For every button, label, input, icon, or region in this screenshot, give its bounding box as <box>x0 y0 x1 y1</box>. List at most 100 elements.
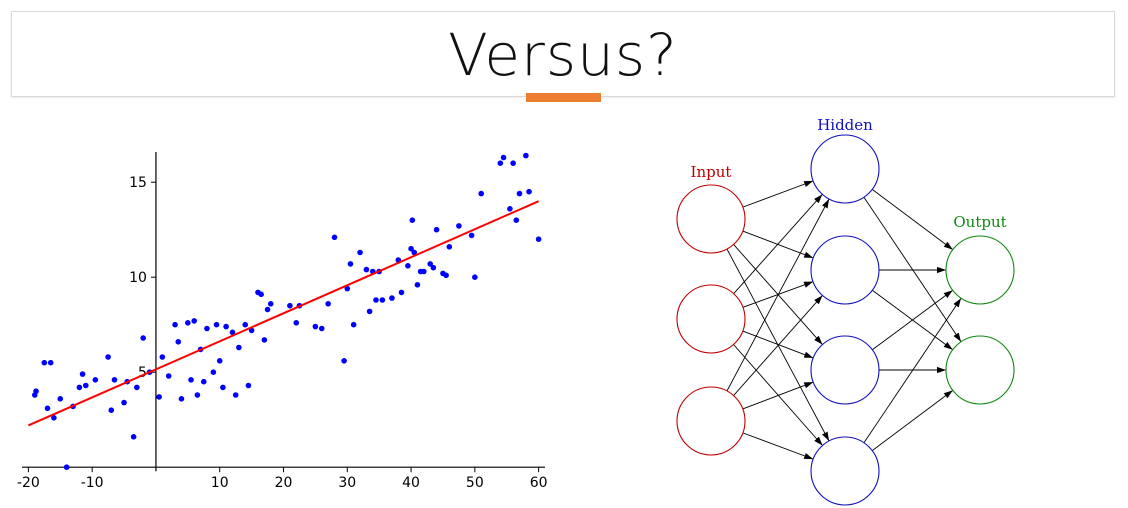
data-point <box>44 405 51 412</box>
data-point <box>130 434 137 440</box>
data-point <box>318 325 325 332</box>
data-point <box>258 291 264 298</box>
data-point <box>414 282 421 288</box>
output-layer-label: Output <box>953 213 1006 231</box>
scatter-plot: -20 -10 10 20 30 40 50 60 5 10 15 <box>17 152 548 491</box>
edge-hidden-output <box>872 289 953 351</box>
hidden-node <box>810 134 880 204</box>
input-node <box>676 184 746 254</box>
data-point <box>389 295 395 301</box>
data-point <box>204 325 210 332</box>
data-point <box>79 371 86 377</box>
input-node <box>676 386 746 456</box>
data-point <box>185 320 191 326</box>
edge-input-hidden <box>726 198 830 392</box>
x-tick-label: -10 <box>81 475 104 491</box>
data-point <box>33 388 39 394</box>
data-point <box>134 384 140 391</box>
data-point <box>245 382 252 389</box>
data-point <box>411 249 418 256</box>
data-point <box>430 264 437 271</box>
data-point <box>175 339 182 345</box>
data-point <box>92 377 99 383</box>
data-point <box>213 321 220 328</box>
data-point <box>443 272 449 279</box>
edge-input-hidden <box>733 295 823 396</box>
data-point <box>267 301 274 307</box>
data-point <box>427 261 433 267</box>
data-point <box>47 359 54 366</box>
edge-hidden-output <box>871 390 954 451</box>
edge-input-hidden <box>742 432 814 460</box>
x-tick-label: -20 <box>17 475 40 491</box>
data-point <box>121 399 127 406</box>
data-point <box>357 249 363 256</box>
data-point <box>433 226 440 233</box>
data-point <box>156 394 162 400</box>
hidden-node <box>810 335 880 405</box>
data-point <box>500 154 507 161</box>
data-point <box>287 302 293 309</box>
data-point <box>312 323 319 330</box>
data-point <box>409 217 416 223</box>
input-layer-label: Input <box>691 163 732 181</box>
hidden-node <box>810 235 880 305</box>
data-point <box>373 297 379 303</box>
data-point <box>350 321 357 328</box>
data-point <box>366 308 373 315</box>
edge-hidden-output <box>871 189 954 250</box>
edge-input-hidden <box>733 194 823 294</box>
output-node <box>945 235 1015 305</box>
neural-network-diagram: Input Hidden Output <box>676 116 1015 506</box>
data-point <box>242 321 249 328</box>
data-point <box>507 206 513 212</box>
data-point <box>331 234 338 241</box>
data-point <box>261 337 268 343</box>
data-point <box>140 335 146 341</box>
data-point <box>510 160 516 166</box>
x-tick-label: 20 <box>275 475 293 491</box>
data-point <box>232 392 239 398</box>
data-point <box>478 190 485 197</box>
hidden-node <box>810 436 880 506</box>
data-point <box>108 407 115 414</box>
x-tick-label: 50 <box>466 475 484 491</box>
data-point <box>41 359 48 366</box>
data-point <box>172 321 178 328</box>
data-point <box>216 358 223 364</box>
y-tick-label: 10 <box>129 270 147 286</box>
x-tick-label: 30 <box>338 475 356 491</box>
y-tick-label: 5 <box>138 365 147 381</box>
data-point <box>220 384 226 391</box>
title-accent-bar <box>526 93 601 102</box>
slide-title: Versus? <box>448 21 678 89</box>
data-point <box>264 306 271 313</box>
data-point <box>523 152 529 159</box>
data-point <box>236 344 242 351</box>
data-point <box>363 266 370 273</box>
hidden-layer-label: Hidden <box>817 116 873 134</box>
data-point <box>325 301 331 307</box>
data-point <box>229 329 236 336</box>
data-point <box>405 263 411 269</box>
edge-input-hidden <box>742 330 814 359</box>
data-point <box>347 261 354 267</box>
data-point <box>188 377 194 383</box>
data-point <box>165 373 172 379</box>
data-point <box>535 236 542 242</box>
x-tick-label: 60 <box>530 475 548 491</box>
data-point <box>421 268 427 275</box>
data-point <box>105 354 111 360</box>
edge-input-hidden <box>733 344 823 446</box>
x-tick-label: 40 <box>402 475 420 491</box>
data-point <box>526 188 532 195</box>
output-node <box>945 335 1015 405</box>
data-point <box>210 369 217 375</box>
data-point <box>398 289 405 296</box>
data-point <box>57 396 64 402</box>
data-point <box>200 378 207 385</box>
data-point <box>468 232 475 239</box>
data-point <box>472 274 478 280</box>
data-point <box>293 320 300 326</box>
data-point <box>344 285 351 292</box>
